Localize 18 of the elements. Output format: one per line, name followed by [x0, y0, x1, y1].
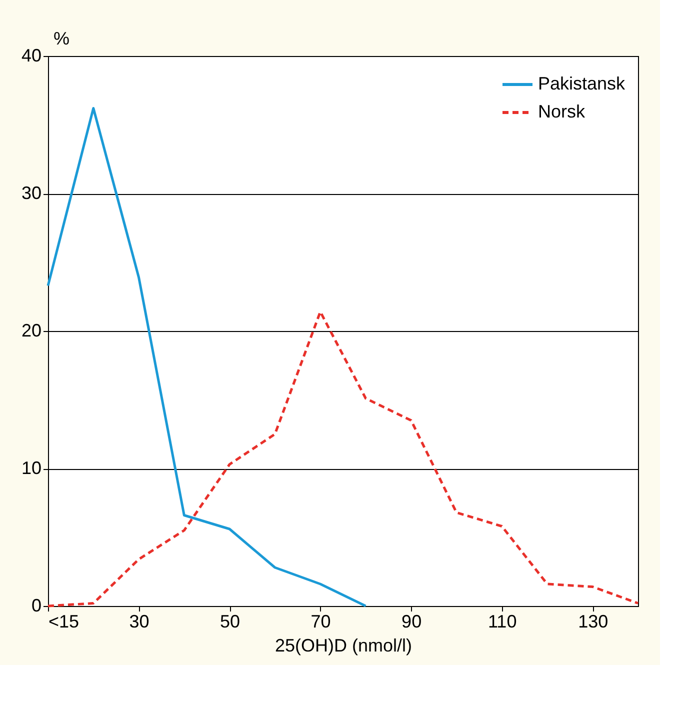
legend-label: Pakistansk	[538, 74, 626, 94]
x-tick-label: 110	[488, 612, 517, 632]
y-axis-title: %	[54, 28, 70, 48]
x-tick-label: 90	[402, 612, 422, 632]
line-series	[46, 310, 640, 608]
x-tick-label: 130	[578, 612, 608, 632]
x-tick-label: 50	[220, 612, 240, 632]
x-tick-label: 70	[310, 612, 331, 632]
y-tick-label: 20	[21, 320, 42, 340]
x-tick-label: <15	[48, 612, 80, 632]
x-axis-title: 25(OH)D (nmol/l)	[274, 636, 412, 656]
line-series	[46, 107, 367, 608]
y-tick-label: 40	[21, 46, 42, 66]
legend-label: Norsk	[538, 102, 586, 122]
y-tick-label: 30	[21, 183, 42, 203]
y-tick-label: 0	[31, 596, 42, 616]
y-tick-label: 10	[21, 458, 42, 478]
x-tick-label: 30	[129, 612, 150, 632]
